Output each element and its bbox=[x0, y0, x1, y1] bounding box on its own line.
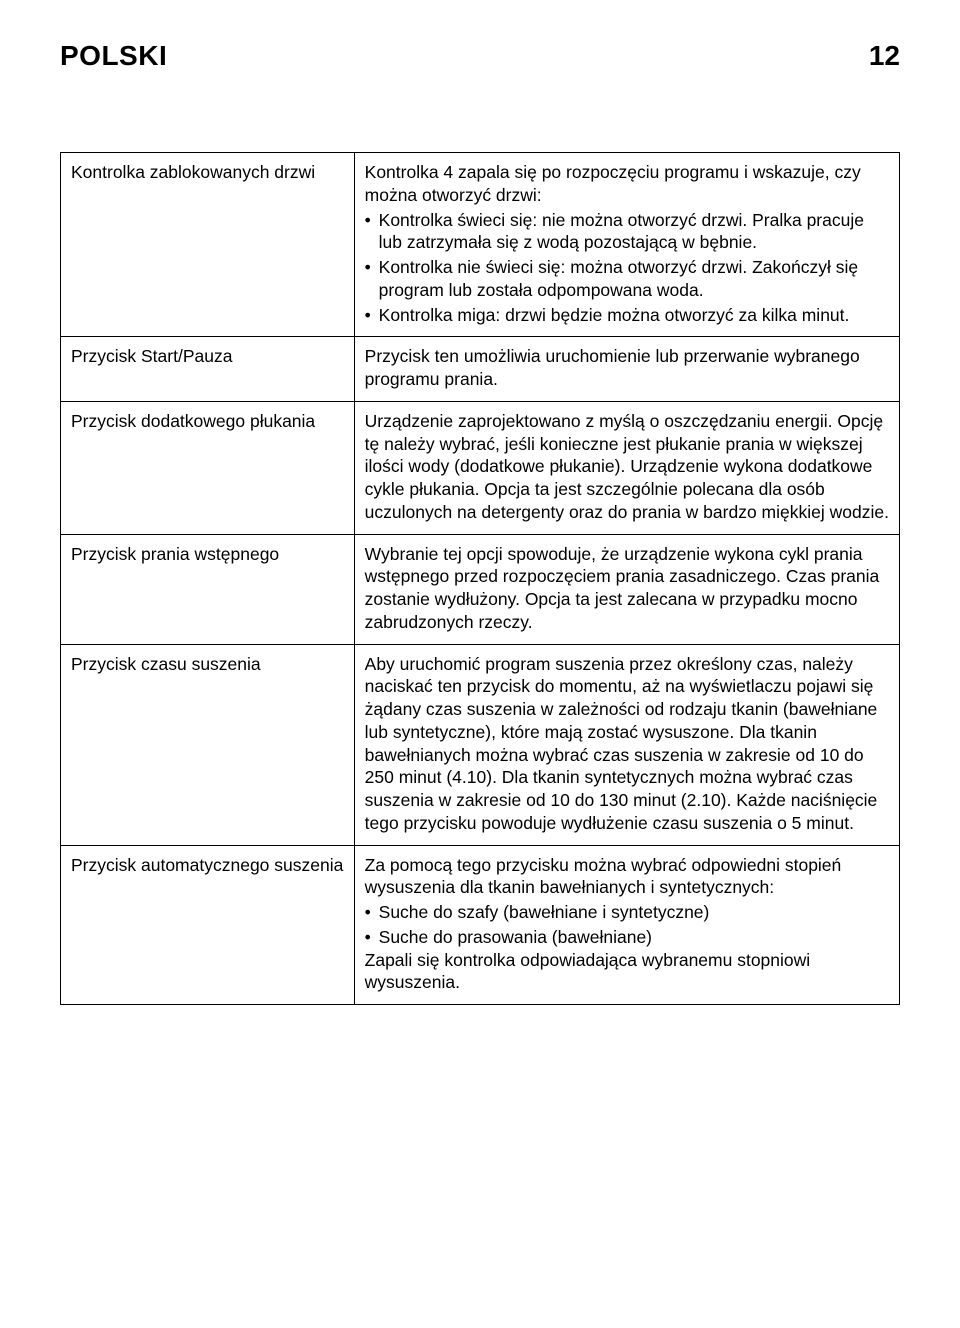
row-content: Kontrolka 4 zapala się po rozpoczęciu pr… bbox=[354, 153, 899, 337]
row-content: Za pomocą tego przycisku można wybrać od… bbox=[354, 845, 899, 1005]
row-label: Przycisk Start/Pauza bbox=[61, 337, 355, 402]
list-item: Kontrolka miga: drzwi będzie można otwor… bbox=[365, 304, 889, 327]
table-row: Przycisk Start/Pauza Przycisk ten umożli… bbox=[61, 337, 900, 402]
table-row: Przycisk automatycznego suszenia Za pomo… bbox=[61, 845, 900, 1005]
table-row: Przycisk czasu suszenia Aby uruchomić pr… bbox=[61, 644, 900, 845]
list-item: Suche do prasowania (bawełniane) bbox=[365, 926, 889, 949]
row-content: Urządzenie zaprojektowano z myślą o oszc… bbox=[354, 401, 899, 534]
table-row: Przycisk prania wstępnego Wybranie tej o… bbox=[61, 534, 900, 644]
row-label: Przycisk automatycznego suszenia bbox=[61, 845, 355, 1005]
row-content: Aby uruchomić program suszenia przez okr… bbox=[354, 644, 899, 845]
row-label: Przycisk prania wstępnego bbox=[61, 534, 355, 644]
table-row: Kontrolka zablokowanych drzwi Kontrolka … bbox=[61, 153, 900, 337]
controls-table: Kontrolka zablokowanych drzwi Kontrolka … bbox=[60, 152, 900, 1005]
row-intro: Kontrolka 4 zapala się po rozpoczęciu pr… bbox=[365, 162, 861, 205]
row-content: Wybranie tej opcji spowoduje, że urządze… bbox=[354, 534, 899, 644]
page-number: 12 bbox=[869, 40, 900, 72]
row-label: Kontrolka zablokowanych drzwi bbox=[61, 153, 355, 337]
table-row: Przycisk dodatkowego płukania Urządzenie… bbox=[61, 401, 900, 534]
row-intro: Za pomocą tego przycisku można wybrać od… bbox=[365, 855, 842, 898]
list-item: Kontrolka nie świeci się: można otworzyć… bbox=[365, 256, 889, 302]
header-title: POLSKI bbox=[60, 40, 167, 72]
page-header: POLSKI 12 bbox=[60, 40, 900, 72]
list-item: Suche do szafy (bawełniane i syntetyczne… bbox=[365, 901, 889, 924]
row-outro: Zapali się kontrolka odpowiadająca wybra… bbox=[365, 950, 811, 993]
bullet-list: Suche do szafy (bawełniane i syntetyczne… bbox=[365, 901, 889, 949]
bullet-list: Kontrolka świeci się: nie można otworzyć… bbox=[365, 209, 889, 327]
row-label: Przycisk dodatkowego płukania bbox=[61, 401, 355, 534]
row-content: Przycisk ten umożliwia uruchomienie lub … bbox=[354, 337, 899, 402]
row-label: Przycisk czasu suszenia bbox=[61, 644, 355, 845]
list-item: Kontrolka świeci się: nie można otworzyć… bbox=[365, 209, 889, 255]
